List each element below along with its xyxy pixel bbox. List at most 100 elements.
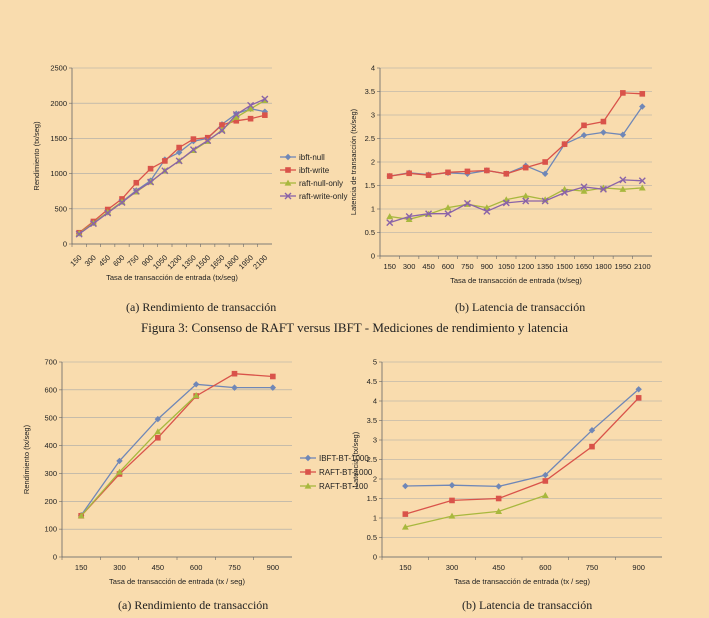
data-point xyxy=(218,126,226,133)
data-point xyxy=(90,219,97,226)
data-point xyxy=(542,478,549,484)
x-tick-label: 300 xyxy=(446,563,459,572)
y-tick-label: 0.5 xyxy=(365,228,375,237)
data-point xyxy=(561,141,568,147)
series-raft-bt-1000 xyxy=(78,370,276,519)
x-tick-label: 150 xyxy=(68,253,83,268)
series-line xyxy=(405,494,546,528)
data-point xyxy=(133,179,140,186)
caption-bottom-left: (a) Rendimiento de transacción xyxy=(118,598,269,612)
chart-latency-top: 0 0.5 1 1.5 2 2.5 3 3.5 4 150 300 450 600 750 900 1050 1… xyxy=(349,60,690,290)
y-tick-label: 2 xyxy=(373,475,377,484)
data-point xyxy=(444,204,452,211)
x-axis-label: Tasa de transacción de entrada (tx/seg) xyxy=(450,276,582,285)
y-tick-label: 0 xyxy=(373,553,377,562)
data-point xyxy=(218,127,226,135)
x-tick-label: 1500 xyxy=(556,262,573,271)
data-point xyxy=(118,198,126,205)
data-point xyxy=(386,213,394,220)
x-tick-label: 600 xyxy=(442,262,455,271)
data-point xyxy=(175,149,183,156)
x-tick-label: 750 xyxy=(125,253,140,268)
data-point xyxy=(448,512,456,519)
data-point xyxy=(600,118,607,125)
legend-label: RAFT-BT-100 xyxy=(319,482,368,491)
series-ibft-bt-1000 xyxy=(402,386,642,490)
data-point xyxy=(580,187,588,194)
data-point xyxy=(522,197,530,205)
data-point xyxy=(402,482,409,490)
data-point xyxy=(270,373,276,380)
data-point xyxy=(118,198,126,206)
data-point xyxy=(483,207,491,215)
data-point xyxy=(386,219,394,227)
data-point xyxy=(247,101,255,109)
x-tick-label: 1200 xyxy=(517,262,534,271)
x-tick-label: 1500 xyxy=(194,253,212,271)
series-raft-bt-100 xyxy=(401,491,549,530)
x-tick-label: 900 xyxy=(632,563,645,572)
data-point xyxy=(541,197,549,205)
data-point xyxy=(495,483,502,490)
x-tick-label: 900 xyxy=(481,262,494,271)
plot-area: 0 100 200 300 400 500 600 700 150 300 450 600 750 900… xyxy=(22,358,292,586)
data-point xyxy=(425,210,433,218)
data-point xyxy=(495,507,503,514)
y-tick-label: 2000 xyxy=(50,99,67,108)
data-point xyxy=(449,497,455,504)
y-tick-label: 0 xyxy=(371,252,375,261)
data-point xyxy=(89,220,97,228)
y-tick-label: 2500 xyxy=(50,64,67,73)
data-point xyxy=(448,482,456,489)
x-tick-label: 1950 xyxy=(615,262,632,271)
y-tick-label: 700 xyxy=(44,358,57,367)
data-point xyxy=(561,189,569,197)
data-point xyxy=(541,491,549,498)
series-raft-bt-100 xyxy=(77,392,200,519)
legend-label: RAFT-BT-1000 xyxy=(319,468,373,477)
x-tick-label: 150 xyxy=(75,563,88,572)
caption-bottom-right: (b) Latencia de transacción xyxy=(462,598,593,612)
series-line xyxy=(389,92,643,177)
series-ibft-write xyxy=(386,90,646,179)
data-point xyxy=(261,95,269,103)
y-axis-label: Rendimiento (tx/seg) xyxy=(32,121,41,191)
data-point xyxy=(386,173,393,179)
data-point xyxy=(190,136,197,142)
legend-marker xyxy=(284,153,292,161)
legend-marker xyxy=(284,179,292,186)
data-point xyxy=(147,165,154,172)
data-point xyxy=(232,110,240,118)
y-tick-label: 300 xyxy=(44,469,57,478)
data-point xyxy=(405,213,413,221)
x-tick-label: 2100 xyxy=(251,253,269,271)
data-point xyxy=(147,178,155,186)
data-point xyxy=(204,137,212,145)
chart-throughput-top: 0 500 1000 1500 2000 2500 150 300 450 600 750 900 10… xyxy=(20,60,347,290)
x-tick-label: 1650 xyxy=(576,262,593,271)
series-raft-write-only xyxy=(386,176,646,227)
series-line xyxy=(389,179,643,224)
data-point xyxy=(444,210,452,218)
caption-top-right: (b) Latencia de transacción xyxy=(455,300,586,314)
data-point xyxy=(541,170,549,177)
y-axis-label: Latencia (tx/seg) xyxy=(351,431,360,487)
y-tick-label: 0 xyxy=(53,553,57,562)
data-point xyxy=(231,384,238,391)
data-point xyxy=(233,118,240,124)
x-tick-label: 300 xyxy=(403,262,416,271)
x-tick-label: 1350 xyxy=(537,262,554,271)
data-point xyxy=(401,523,409,530)
y-axis-label: Rendimiento (tx/seg) xyxy=(22,424,31,494)
data-point xyxy=(75,230,83,237)
data-point xyxy=(231,370,238,377)
x-axis-label: Tasa de transacción de entrada (tx / seg… xyxy=(109,577,245,586)
data-point xyxy=(638,177,646,185)
x-tick-label: 900 xyxy=(267,563,280,572)
y-tick-label: 3 xyxy=(373,436,377,445)
y-tick-label: 4 xyxy=(371,64,375,73)
x-tick-label: 300 xyxy=(113,563,126,572)
caption-top-left: (a) Rendimiento de transacción xyxy=(126,300,277,314)
x-tick-label: 150 xyxy=(399,563,412,572)
